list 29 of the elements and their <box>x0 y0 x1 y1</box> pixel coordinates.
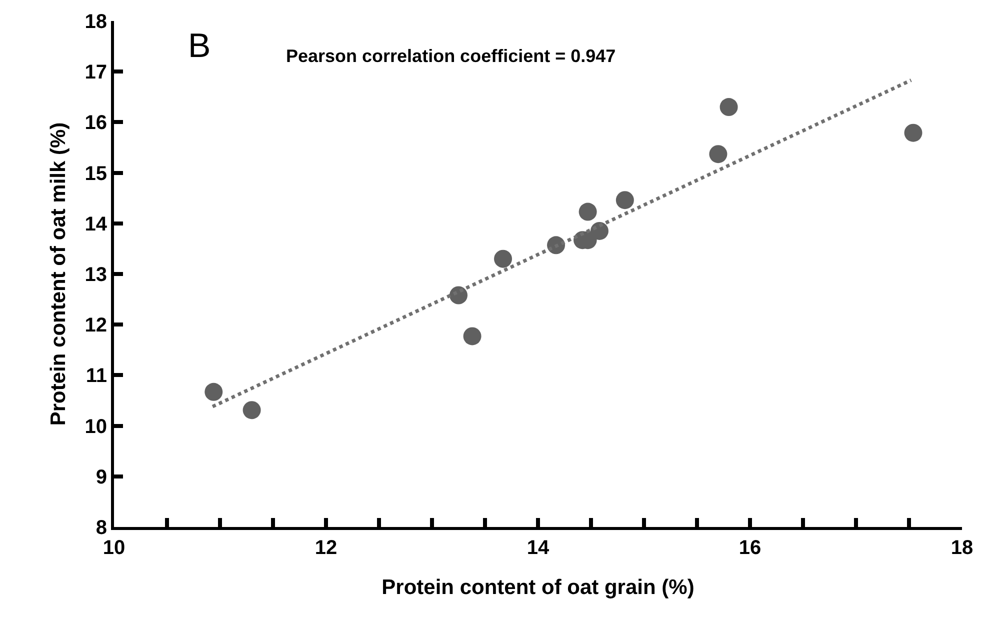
x-tick-label: 12 <box>314 537 338 559</box>
y-tick-label: 10 <box>84 416 107 438</box>
point <box>590 222 608 240</box>
point <box>709 145 728 164</box>
x-axis-title: Protein content of oat grain (%) <box>382 576 694 600</box>
y-tick-label: 17 <box>84 62 107 84</box>
point <box>904 124 922 142</box>
y-tick-label: 13 <box>84 264 107 286</box>
y-tick-label: 16 <box>84 112 107 134</box>
point <box>463 327 482 346</box>
point <box>242 401 261 420</box>
y-tick-label: 12 <box>84 314 107 337</box>
y-tick-label: 18 <box>84 11 107 33</box>
point <box>494 250 512 268</box>
point <box>204 382 223 401</box>
x-tick-label: 14 <box>526 537 550 559</box>
y-axis-title: Protein content of oat milk (%) <box>46 122 70 426</box>
point <box>578 202 597 221</box>
y-tick-label: 11 <box>86 365 107 388</box>
y-tick-label: 9 <box>96 466 107 488</box>
y-tick-label: 14 <box>84 213 108 236</box>
annotation: Pearson correlation coefficient = 0.947 <box>286 46 616 66</box>
x-tick-label: 16 <box>738 537 762 559</box>
annotation: B <box>188 27 211 65</box>
y-tick-label: 15 <box>84 162 107 185</box>
y-tick-label: 8 <box>96 517 107 539</box>
x-tick-label: 18 <box>950 537 974 559</box>
point <box>616 191 634 210</box>
point <box>720 98 738 116</box>
